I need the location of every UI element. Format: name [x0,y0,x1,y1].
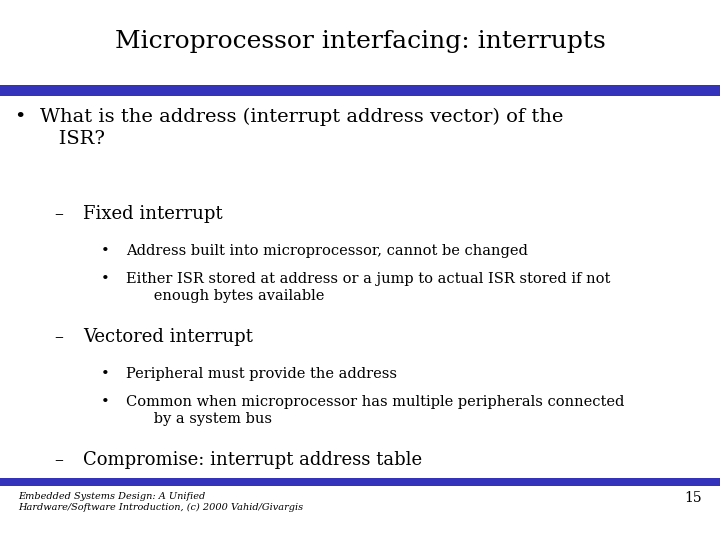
Text: •: • [101,244,109,258]
Text: 15: 15 [685,491,702,505]
Text: •: • [101,395,109,409]
Text: Fixed interrupt: Fixed interrupt [83,205,222,223]
Text: Microprocessor interfacing: interrupts: Microprocessor interfacing: interrupts [114,30,606,53]
Text: Compromise: interrupt address table: Compromise: interrupt address table [83,451,422,469]
Bar [0,478,720,486]
Text: •: • [101,367,109,381]
Text: •: • [14,108,26,126]
Text: Either ISR stored at address or a jump to actual ISR stored if not
      enough : Either ISR stored at address or a jump t… [126,272,611,303]
Text: –: – [54,451,63,469]
Text: Embedded Systems Design: A Unified
Hardware/Software Introduction, (c) 2000 Vahi: Embedded Systems Design: A Unified Hardw… [18,492,303,512]
Text: Vectored interrupt: Vectored interrupt [83,328,253,346]
Text: What is the address (interrupt address vector) of the
   ISR?: What is the address (interrupt address v… [40,108,563,148]
Text: –: – [54,328,63,346]
Text: Peripheral must provide the address: Peripheral must provide the address [126,367,397,381]
Text: Common when microprocessor has multiple peripherals connected
      by a system : Common when microprocessor has multiple … [126,395,624,426]
Text: –: – [54,205,63,223]
Bar [0,85,720,96]
Text: •: • [101,272,109,286]
Text: Address built into microprocessor, cannot be changed: Address built into microprocessor, canno… [126,244,528,258]
